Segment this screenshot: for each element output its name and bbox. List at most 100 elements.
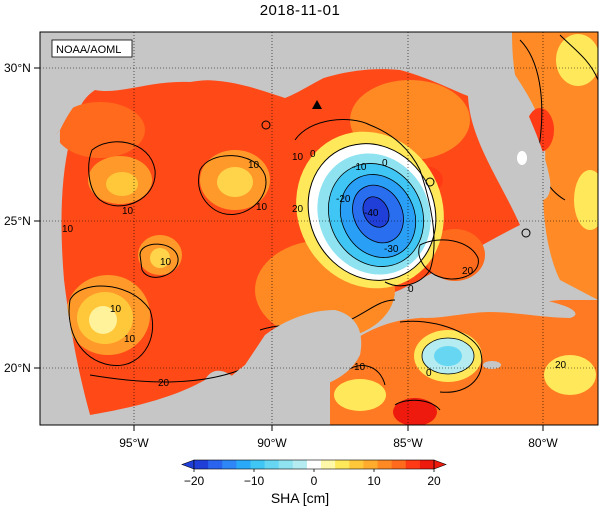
contour-line [261, 120, 271, 130]
colorbar-tick: 10 [367, 474, 381, 488]
land-lake [517, 151, 527, 165]
anomaly-patch [150, 248, 170, 268]
anomaly-patch [425, 229, 485, 281]
contour-line [139, 243, 179, 278]
credit-box [51, 39, 133, 58]
credit-text: NOAA/AOML [56, 44, 121, 56]
anomaly-patch [334, 379, 386, 411]
contour-label: -30 [384, 244, 399, 255]
contour-label: 10 [62, 224, 74, 235]
contour-label: 20 [158, 378, 170, 389]
ocean-atlantic [505, 32, 598, 300]
anomaly-patch [89, 306, 117, 334]
lat-label: 25°N [4, 214, 31, 228]
anomaly-patch [106, 172, 138, 196]
contour-label: 0 [408, 284, 414, 295]
land-north-coast [40, 32, 470, 150]
lat-label: 30°N [4, 61, 31, 75]
contour-label: 10 [292, 152, 304, 163]
anomaly-patch [55, 102, 145, 158]
contour-label: 10 [110, 304, 122, 315]
colorbar-swatch [222, 460, 237, 469]
colorbar-swatch [405, 460, 421, 469]
triangle-marker-icon [312, 100, 322, 109]
contour-label: 20 [292, 204, 304, 215]
contour-line [421, 337, 475, 375]
contour-label: -40 [364, 208, 379, 219]
contour-labels: 10 10 20 10 10 0 -10 -20 -30 -40 0 10 20… [62, 149, 567, 389]
colorbar-swatch [349, 460, 364, 469]
contour-label: 0 [310, 149, 316, 160]
contour-label: 10 [354, 362, 366, 373]
land-cuba [399, 284, 576, 318]
contour-line [394, 399, 441, 411]
colorbar-swatch [264, 460, 280, 469]
colorbar-swatch [278, 460, 294, 469]
contour-label: 20 [555, 360, 567, 371]
colorbar-swatch [321, 460, 336, 469]
contour-line [399, 320, 483, 393]
contour-label: 0 [426, 368, 432, 379]
colorbar-swatch [419, 460, 435, 469]
anomaly-patch [556, 34, 598, 86]
lat-label: 20°N [4, 361, 31, 375]
map-title: 2018-11-01 [259, 2, 341, 19]
map-area [40, 32, 598, 425]
contour-line [307, 143, 437, 281]
contour-label: 20 [462, 266, 474, 277]
colorbar-tick: 0 [311, 474, 318, 488]
contour-line [89, 369, 241, 383]
anomaly-patch [574, 170, 598, 230]
colorbar-swatch [208, 460, 223, 469]
colorbar-swatch [292, 460, 308, 469]
colorbar-swatch [377, 460, 393, 469]
colorbar-tick: −20 [184, 474, 205, 488]
lon-label: 95°W [119, 436, 149, 450]
contour-label: 10 [256, 202, 268, 213]
contour-label: 10 [160, 257, 172, 268]
colorbar-tick: 20 [427, 474, 441, 488]
contour-line [198, 155, 267, 216]
eddy-layer [434, 346, 462, 366]
contour-line [521, 228, 531, 238]
contour-line [68, 285, 154, 366]
anomaly-patch [217, 167, 253, 197]
contour-line [327, 163, 425, 267]
eddy-layer [363, 196, 389, 228]
colorbar-swatch [250, 460, 266, 469]
colorbar-swatch [194, 460, 209, 469]
contour-line [425, 177, 435, 187]
contour-label: -10 [352, 162, 367, 173]
colorbar-swatch [236, 460, 251, 469]
colorbar-swatch [335, 460, 350, 469]
land-mexico [40, 130, 90, 425]
lon-label: 85°W [393, 436, 423, 450]
colorbar-arrow-right [433, 459, 447, 470]
contour-line [294, 119, 435, 287]
land-jamaica [483, 361, 501, 369]
colorbar-swatch [363, 460, 379, 469]
land-florida [470, 32, 551, 201]
contour-line [352, 184, 404, 244]
colorbar-tick: −10 [244, 474, 265, 488]
contour-label: 10 [124, 334, 136, 345]
colorbar-swatch [306, 460, 322, 469]
contour-line [362, 196, 390, 228]
colorbar-label: SHA [cm] [270, 490, 330, 506]
contour-label: -20 [336, 194, 351, 205]
contour-label: 10 [122, 206, 134, 217]
contour-line [339, 174, 417, 258]
colorbar-swatch [391, 460, 407, 469]
lon-label: 90°W [257, 436, 287, 450]
grid-lines [40, 32, 598, 425]
contour-line [88, 141, 156, 207]
axis-ticks [34, 67, 544, 431]
lon-label: 80°W [528, 436, 558, 450]
colorbar-arrow-left [181, 459, 195, 470]
contour-label: 10 [248, 160, 260, 171]
land-yucatan [200, 310, 362, 425]
contour-label: 0 [382, 158, 388, 169]
map-frame [39, 31, 599, 426]
anomaly-patch [393, 398, 437, 425]
